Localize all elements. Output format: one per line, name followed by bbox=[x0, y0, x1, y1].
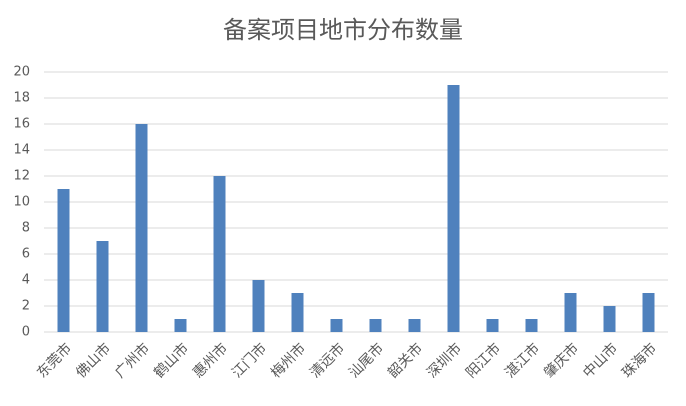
y-tick-label: 0 bbox=[22, 325, 30, 340]
y-tick-label: 6 bbox=[22, 247, 30, 262]
x-tick-label: 广州市 bbox=[111, 340, 153, 382]
bar bbox=[564, 293, 577, 332]
x-tick-label: 阳江市 bbox=[462, 340, 504, 382]
x-tick-label: 深圳市 bbox=[423, 340, 465, 382]
x-tick-label: 肇庆市 bbox=[540, 340, 582, 382]
bar bbox=[642, 293, 655, 332]
y-tick-label: 8 bbox=[22, 221, 30, 236]
bar bbox=[174, 319, 187, 332]
x-tick-label: 东莞市 bbox=[33, 340, 75, 382]
bar bbox=[447, 85, 460, 332]
bar bbox=[213, 176, 226, 332]
bar bbox=[57, 189, 70, 332]
bar bbox=[408, 319, 421, 332]
x-tick-label: 中山市 bbox=[579, 340, 621, 382]
x-tick-label: 梅州市 bbox=[267, 340, 309, 382]
x-tick-label: 江门市 bbox=[228, 340, 270, 382]
bar bbox=[252, 280, 265, 332]
y-tick-label: 18 bbox=[13, 91, 30, 106]
x-tick-label: 湛江市 bbox=[501, 340, 543, 382]
chart-title: 备案项目地市分布数量 bbox=[223, 16, 463, 44]
y-tick-label: 14 bbox=[13, 143, 30, 158]
x-tick-label: 汕尾市 bbox=[345, 340, 387, 382]
y-tick-label: 12 bbox=[13, 169, 30, 184]
bar bbox=[291, 293, 304, 332]
bar bbox=[330, 319, 343, 332]
y-tick-label: 2 bbox=[22, 299, 30, 314]
bar bbox=[96, 241, 109, 332]
x-tick-label: 鹤山市 bbox=[150, 340, 192, 382]
x-tick-label: 惠州市 bbox=[189, 340, 231, 382]
x-tick-label: 佛山市 bbox=[72, 340, 114, 382]
y-tick-label: 10 bbox=[13, 195, 30, 210]
bar bbox=[525, 319, 538, 332]
bar bbox=[603, 306, 616, 332]
x-tick-label: 韶关市 bbox=[384, 340, 426, 382]
bar bbox=[369, 319, 382, 332]
y-tick-label: 20 bbox=[13, 65, 30, 80]
y-tick-label: 4 bbox=[22, 273, 30, 288]
x-tick-label: 珠海市 bbox=[618, 340, 660, 382]
x-tick-label: 清远市 bbox=[306, 340, 348, 382]
bar bbox=[486, 319, 499, 332]
bar bbox=[135, 124, 148, 332]
y-tick-label: 16 bbox=[13, 117, 30, 132]
